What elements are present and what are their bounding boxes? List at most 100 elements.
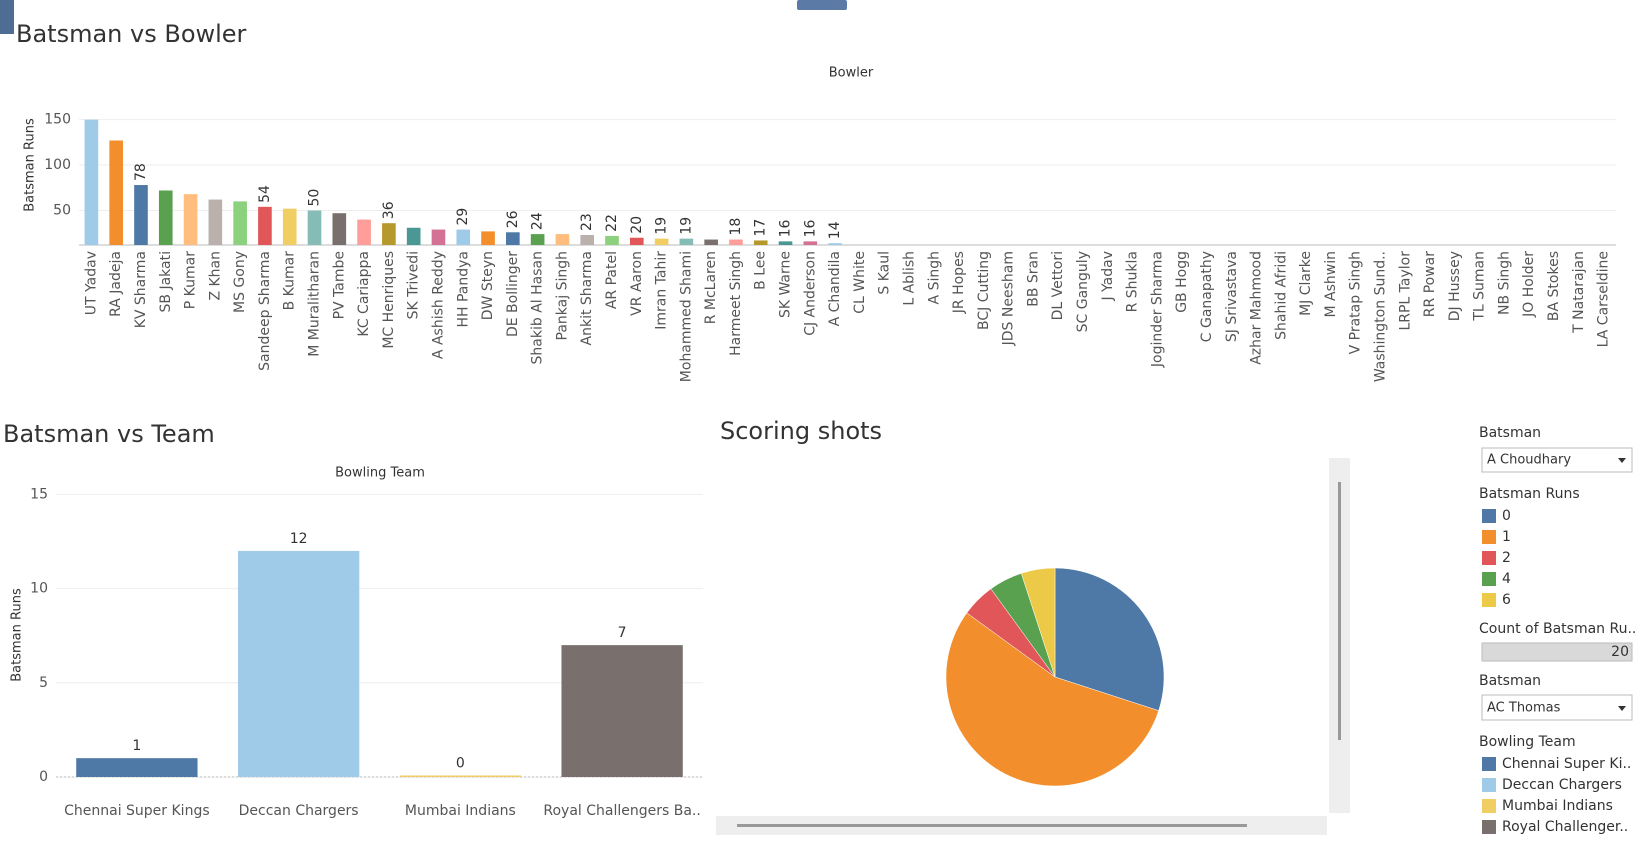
bar [237,550,360,777]
legend-swatch [1482,778,1496,792]
x-tick-label: Shakib Al Hasan [530,251,546,364]
x-tick-label: Royal Challengers Ba.. [543,803,700,819]
dropdown[interactable] [1481,447,1633,473]
legend-label: Royal Challenger.. [1502,819,1628,835]
pie-slice [945,612,1159,787]
x-tick-label: Deccan Chargers [239,803,359,819]
legend-title: Count of Batsman Ru.. [1479,621,1636,637]
menu-icon[interactable] [0,0,14,34]
legend-label: Chennai Super Ki.. [1502,756,1631,772]
x-tick-label: KV Sharma [133,251,149,328]
bar [481,231,495,245]
x-tick-label: VR Aaron [629,251,645,316]
x-tick-label: DJ Hussey [1447,251,1463,321]
x-tick-label: R McLaren [703,251,719,324]
bar [555,234,570,245]
scroll-thumb[interactable] [737,824,1247,827]
bar [134,185,148,245]
x-tick-label: RA Jadeja [108,251,124,317]
x-tick-label: LRPL Taylor [1397,251,1413,331]
legend-swatch [1482,509,1496,523]
value-label: 19 [654,217,670,235]
x-tick-label: Mohammed Shami [678,251,694,382]
x-tick-label: DL Vettori [1050,251,1066,320]
value-label: 29 [455,208,471,226]
chart-title: Batsman vs Bowler [16,20,247,48]
y-tick-label: 0 [39,769,48,785]
dropdown-arrow[interactable] [1618,706,1626,711]
x-tick-label: BA Stokes [1546,251,1562,321]
x-tick-label: L Ablish [901,251,917,306]
value-label: 22 [604,214,620,232]
x-tick-label: TL Suman [1472,251,1488,322]
bar [282,208,297,245]
bar [158,190,173,245]
legend-title: Batsman Runs [1479,486,1580,502]
value-label: 19 [678,217,694,235]
x-tick-label: NB Singh [1496,251,1512,315]
y-axis-title: Batsman Runs [10,588,25,682]
legend-swatch [1482,530,1496,544]
y-tick-label: 150 [44,112,71,128]
x-tick-label: S Kaul [877,251,893,295]
dropdown-value[interactable]: AC Thomas [1487,701,1561,716]
x-axis-title: Bowler [829,66,874,81]
dropdown-arrow[interactable] [1618,458,1626,463]
bar [399,775,522,777]
y-tick-label: 10 [30,581,48,597]
value-label: 50 [307,189,323,207]
legend-label: 6 [1502,592,1511,608]
legend-swatch [1482,593,1496,607]
x-tick-label: T Natarajan [1571,251,1587,334]
x-tick-label: BCJ Cutting [976,251,992,330]
legend-swatch [1482,572,1496,586]
legend-label: 4 [1502,571,1511,587]
x-tick-label: SK Trivedi [406,251,422,319]
dropdown-value[interactable]: A Choudhary [1487,453,1571,468]
bar [84,119,99,245]
value-label: 1 [132,738,141,754]
x-tick-label: UT Yadav [83,251,99,315]
x-tick-label: PV Tambe [331,251,347,319]
legend-swatch [1482,551,1496,565]
pie-slice [1054,567,1165,711]
dropdown[interactable] [1481,694,1633,721]
value-label: 16 [802,219,818,237]
bar [332,213,347,245]
scroll-thumb[interactable] [1338,482,1341,740]
filter-title: Batsman [1479,673,1541,689]
x-tick-label: A Singh [926,251,942,304]
x-tick-label: Z Khan [207,251,223,301]
value-label: 0 [456,756,465,772]
value-label: 16 [778,219,794,237]
sidebar: Batsman A Choudhary Batsman Runs Count o… [1479,425,1636,750]
x-tick-label: M Ashwin [1323,251,1339,318]
x-tick-label: Shahid Afridi [1273,251,1289,340]
bar [753,240,768,245]
x-tick-label: MJ Clarke [1298,251,1314,316]
y-tick-label: 15 [30,486,48,502]
x-tick-label: SJ Srivastava [1224,251,1240,342]
value-label: 12 [290,531,308,547]
value-label: 14 [827,221,843,239]
legend-swatch [1482,820,1496,834]
bar [506,232,520,245]
x-tick-label: J Yadav [1100,251,1116,302]
bar [704,239,718,245]
x-tick-label: GB Hogg [1174,251,1190,313]
y-tick-label: 50 [53,202,71,218]
drag-handle[interactable] [797,0,847,10]
x-tick-label: AR Patel [604,251,620,309]
count-bar [1481,642,1633,662]
x-tick-label: A Chandila [827,251,843,326]
x-tick-label: LA Carseldine [1596,251,1612,347]
bar [307,210,322,245]
value-label: 54 [257,185,273,203]
bar [406,227,421,245]
bar [357,219,371,245]
bar [580,235,595,245]
x-tick-label: CL White [852,251,868,314]
chart-title: Batsman vs Team [3,420,215,448]
bar [258,206,272,245]
x-tick-label: HH Pandya [455,251,471,328]
